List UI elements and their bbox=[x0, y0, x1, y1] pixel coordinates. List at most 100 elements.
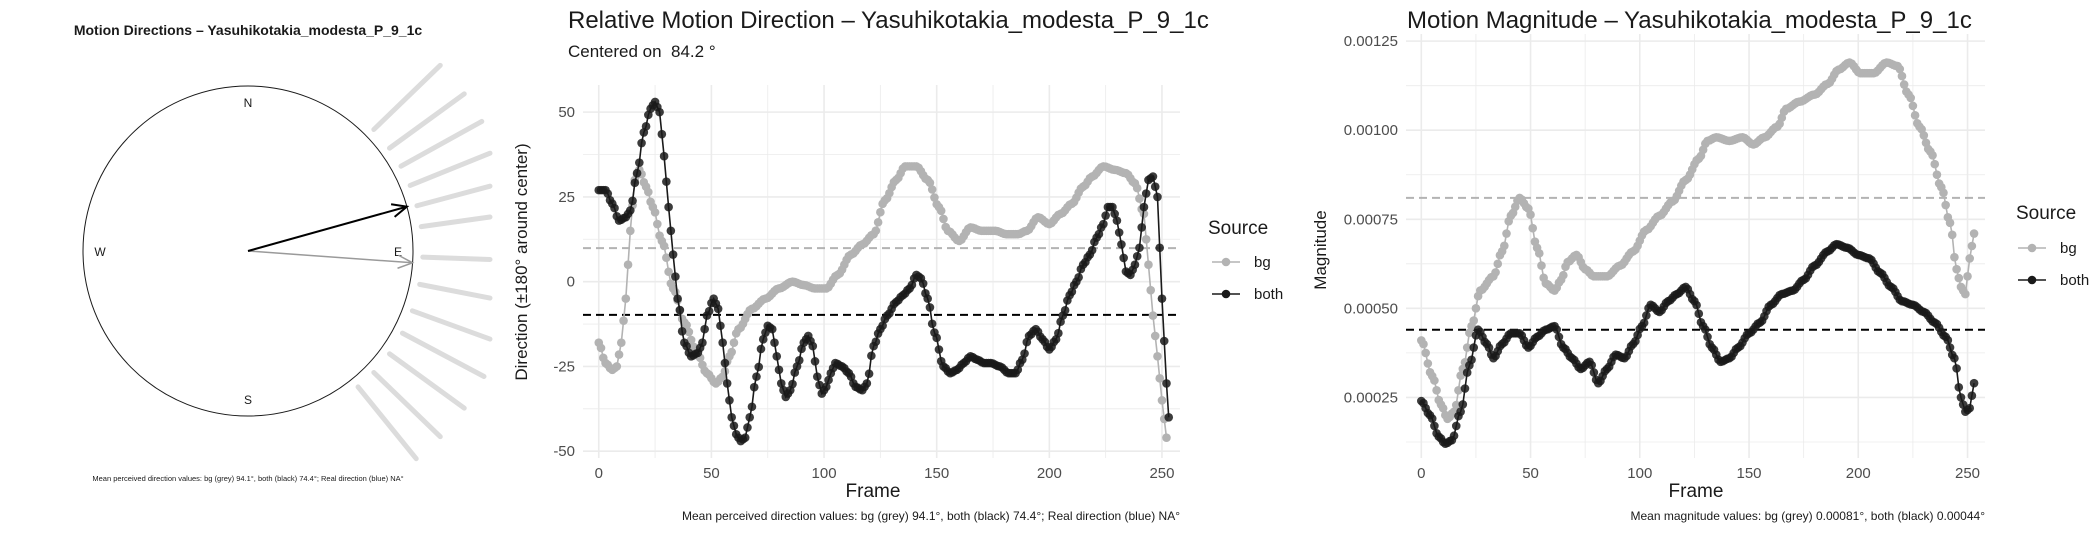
p3-point-both-252 bbox=[1967, 391, 1977, 400]
polar-ray-4 bbox=[414, 183, 493, 209]
p2-point-both-55 bbox=[718, 338, 727, 348]
p3-xtick-4: 200 bbox=[1846, 465, 1871, 482]
p2-point-bg-10 bbox=[616, 338, 626, 348]
compass-label-west: W bbox=[94, 245, 106, 259]
p3-point-bg-253 bbox=[1969, 229, 1979, 238]
p2-point-bg-11 bbox=[619, 316, 628, 325]
p2-point-both-71 bbox=[754, 362, 764, 372]
p3-point-bg-239 bbox=[1939, 188, 1948, 198]
p3-xtick-5: 250 bbox=[1955, 465, 1980, 482]
p3-point-bg-38 bbox=[1500, 241, 1509, 251]
p2-point-bg-60 bbox=[729, 338, 739, 348]
compass-circle bbox=[82, 85, 414, 417]
p3-series-bg bbox=[1416, 58, 1979, 424]
p2-point-both-249 bbox=[1155, 243, 1165, 253]
p2-point-both-186 bbox=[1013, 365, 1023, 375]
direction-panel: Relative Motion Direction – Yasuhikotaki… bbox=[512, 7, 1283, 523]
p2-point-both-207 bbox=[1060, 306, 1070, 315]
p2-xtick-3: 150 bbox=[924, 465, 949, 482]
p3-point-bg-25 bbox=[1471, 304, 1481, 313]
p3-point-both-18 bbox=[1456, 407, 1465, 416]
p3-point-bg-245 bbox=[1952, 264, 1961, 274]
p3-point-bg-35 bbox=[1493, 259, 1503, 269]
p2-point-bg-9 bbox=[614, 350, 624, 359]
p3-point-both-6 bbox=[1430, 421, 1439, 431]
p3-point-bg-51 bbox=[1528, 223, 1538, 233]
p2-point-both-27 bbox=[655, 107, 664, 117]
p2-point-both-79 bbox=[772, 351, 782, 361]
direction-caption: Mean perceived direction values: bg (gre… bbox=[682, 509, 1180, 523]
p3-point-bg-18 bbox=[1456, 371, 1465, 380]
p2-point-both-46 bbox=[698, 338, 707, 348]
p3-xtick-0: 0 bbox=[1417, 465, 1425, 482]
p2-point-both-7 bbox=[610, 203, 619, 213]
p2-point-both-246 bbox=[1148, 172, 1158, 181]
p3-point-bg-225 bbox=[1908, 101, 1918, 111]
p3-xtick-3: 150 bbox=[1737, 465, 1762, 482]
direction-title: Relative Motion Direction – Yasuhikotaki… bbox=[568, 7, 1209, 34]
p2-legend-item-both: both bbox=[1212, 286, 1283, 303]
p2-ytick-0: -50 bbox=[553, 443, 575, 460]
p2-point-both-67 bbox=[745, 413, 755, 422]
p2-point-bg-244 bbox=[1144, 260, 1153, 270]
p3-point-bg-249 bbox=[1961, 289, 1970, 299]
magnitude-tick-labels: 0 50 100 150 200 250 0.00025 0.00050 0.00075 0.00… bbox=[1344, 33, 1980, 482]
p2-point-both-73 bbox=[758, 335, 768, 344]
p3-point-both-247 bbox=[1956, 393, 1966, 402]
p2-point-both-253 bbox=[1164, 413, 1174, 422]
p2-point-both-57 bbox=[722, 379, 732, 388]
p2-point-both-34 bbox=[671, 272, 680, 281]
p2-point-bg-239 bbox=[1132, 183, 1142, 193]
magnitude-panel: Motion Magnitude – Yasuhikotakia_modesta… bbox=[1311, 7, 2089, 523]
p3-ytick-0: 0.00025 bbox=[1344, 389, 1398, 406]
p3-legend-item-bg: bg bbox=[2018, 240, 2077, 257]
p3-ytick-1: 0.00050 bbox=[1344, 300, 1398, 317]
p2-point-bg-124 bbox=[873, 217, 883, 227]
p3-point-both-63 bbox=[1554, 332, 1564, 342]
p2-point-both-4 bbox=[603, 189, 613, 198]
p3-point-both-130 bbox=[1701, 325, 1710, 334]
p2-point-both-54 bbox=[716, 321, 725, 331]
p2-point-both-89 bbox=[794, 355, 804, 365]
p2-point-bg-26 bbox=[653, 219, 662, 229]
p2-point-both-47 bbox=[700, 324, 709, 334]
p2-point-both-119 bbox=[862, 379, 872, 388]
p2-point-both-56 bbox=[720, 358, 730, 368]
magnitude-ylabel: Magnitude bbox=[1311, 210, 1330, 289]
p2-point-bg-22 bbox=[644, 187, 653, 197]
p2-point-both-146 bbox=[923, 294, 932, 303]
p2-point-bg-148 bbox=[927, 185, 937, 194]
p3-point-both-102 bbox=[1639, 318, 1649, 328]
p2-point-both-81 bbox=[776, 379, 786, 388]
p2-point-both-35 bbox=[673, 294, 682, 303]
polar-ray-0 bbox=[371, 62, 443, 133]
p3-point-bg-17 bbox=[1454, 386, 1463, 395]
p2-point-bg-56 bbox=[720, 367, 730, 376]
p2-point-both-49 bbox=[704, 306, 714, 316]
p2-point-both-242 bbox=[1139, 202, 1149, 212]
p2-point-both-123 bbox=[871, 337, 881, 347]
p3-point-both-253 bbox=[1969, 378, 1979, 388]
magnitude-series bbox=[1416, 58, 1979, 449]
p2-point-bg-246 bbox=[1148, 311, 1158, 320]
p3-point-bg-1 bbox=[1419, 339, 1428, 349]
p3-point-bg-65 bbox=[1559, 270, 1568, 280]
direction-xlabel: Frame bbox=[846, 481, 901, 502]
p3-point-both-21 bbox=[1462, 368, 1472, 377]
direction-tick-labels: 0 50 100 150 200 250 -50 -25 0 25 50 bbox=[553, 104, 1174, 482]
p2-point-both-120 bbox=[864, 369, 874, 379]
p2-point-bg-59 bbox=[727, 347, 736, 357]
p2-point-bg-243 bbox=[1141, 234, 1151, 244]
direction-subtitle: Centered on 84.2 ° bbox=[568, 42, 716, 61]
p2-point-both-147 bbox=[925, 303, 935, 312]
p3-point-both-242 bbox=[1945, 343, 1955, 352]
p2-point-both-31 bbox=[664, 202, 673, 212]
p2-point-both-32 bbox=[666, 226, 676, 236]
p3-point-both-5 bbox=[1427, 414, 1437, 423]
p2-point-both-97 bbox=[812, 372, 822, 381]
p2-point-both-238 bbox=[1130, 260, 1140, 270]
p2-point-both-15 bbox=[628, 196, 637, 206]
p2-point-both-58 bbox=[725, 396, 734, 405]
p3-point-bg-22 bbox=[1465, 328, 1474, 338]
